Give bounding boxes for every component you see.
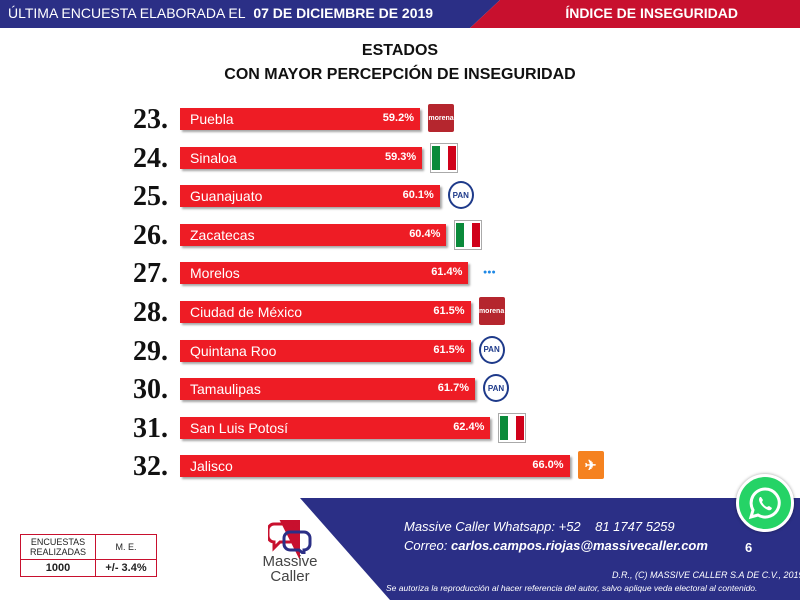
rank-label: 25. [133,181,168,213]
rank-label: 23. [133,104,168,135]
bar-row: 24. Sinaloa 59.3% [0,141,800,177]
pan-logo-icon: PAN [447,181,474,210]
category-label: Quintana Roo [190,342,277,359]
bar-row: 31. San Luis Potosí 62.4% [0,411,800,447]
whatsapp-contact: Massive Caller Whatsapp: +52 81 1747 525… [404,519,675,534]
rank-label: 26. [133,219,168,251]
pan-logo-icon: PAN [478,335,505,364]
bar-row: 30. Tamaulipas 61.7% PAN [0,372,800,408]
bar: Guanajuato 60.1% [180,185,440,208]
bar-row: 23. Puebla 59.2% morena [0,102,800,138]
margin-error-header: M. E. [95,534,157,560]
pan-logo-icon: PAN [483,374,509,403]
category-label: Sinaloa [190,149,237,166]
copyright-text: D.R., (C) MASSIVE CALLER S.A DE C.V., 20… [612,570,800,580]
data-label: 62.4% [453,420,485,433]
header-right-banner: ÍNDICE DE INSEGURIDAD [470,0,800,28]
brand-name-line2: Caller [270,568,310,585]
section-title: ÍNDICE DE INSEGURIDAD [565,5,738,21]
data-label: 66.0% [532,459,564,472]
bar-row: 27. Morelos 61.4% ●●● [0,256,800,292]
survey-date-value: 07 DE DICIEMBRE DE 2019 [253,5,434,21]
category-label: Jalisco [190,458,233,475]
morena-logo-icon: morena [428,104,454,132]
category-label: Morelos [190,265,240,282]
speech-bubbles-icon [266,520,312,558]
bar: Sinaloa 59.3% [180,146,423,169]
category-label: Guanajuato [190,188,263,205]
bar: Quintana Roo 61.5% [180,339,471,362]
pri-logo-icon [454,219,483,250]
bar-row: 25. Guanajuato 60.1% PAN [0,179,800,215]
rank-label: 28. [133,297,168,328]
category-label: Ciudad de México [190,304,303,320]
email-prefix: Correo: [404,538,448,553]
bar-row: 28. Ciudad de México 61.5% morena [0,295,800,331]
data-label: 60.4% [409,227,441,240]
massive-caller-brand: Massive Caller [250,520,330,584]
rank-label: 30. [133,374,168,406]
survey-date-prefix: ÚLTIMA ENCUESTA ELABORADA EL [8,5,246,21]
rank-label: 24. [133,142,168,174]
category-label: San Luis Potosí [190,419,289,436]
pes-logo-icon: ●●● [476,258,503,287]
category-label: Tamaulipas [190,381,261,398]
page-number: 6 [745,540,753,555]
data-label: 59.2% [382,112,414,124]
survey-info-table: ENCUESTAS REALIZADAS M. E. 1000 +/- 3.4% [20,534,157,577]
data-label: 61.5% [433,305,465,317]
whatsapp-icon[interactable] [736,474,794,532]
header-left-banner: ÚLTIMA ENCUESTA ELABORADA EL 07 DE DICIE… [0,0,500,28]
bar: Morelos 61.4% [180,262,469,285]
chart-title: ESTADOS [361,42,439,59]
pri-logo-icon [430,142,459,173]
bar-row: 29. Quintana Roo 61.5% PAN [0,334,800,370]
footer-blue-panel [300,498,800,600]
bar-row: 32. Jalisco 66.0% ✈ [0,449,800,485]
data-label: 61.4% [431,266,463,279]
pri-logo-icon [498,412,527,443]
data-label: 59.3% [384,150,417,163]
bar: Zacatecas 60.4% [180,223,447,246]
surveys-header: ENCUESTAS REALIZADAS [20,534,96,560]
rank-label: 31. [133,412,168,444]
survey-date-text: ÚLTIMA ENCUESTA ELABORADA EL 07 DE DICIE… [8,5,433,21]
brand-name-line1: Massive [262,553,318,570]
data-label: 61.5% [433,343,465,356]
data-label: 60.1% [402,189,434,202]
chart-subtitle: CON MAYOR PERCEPCIÓN DE INSEGURIDAD [224,66,576,83]
bar: Tamaulipas 61.7% [180,378,475,401]
bar: Jalisco 66.0% [180,455,570,478]
rank-label: 29. [133,335,168,367]
rank-label: 32. [133,451,168,483]
disclaimer-text: Se autoriza la reproducción al hacer ref… [386,583,758,593]
margin-error-value: +/- 3.4% [95,559,157,577]
email-contact: Correo: carlos.campos.riojas@massivecall… [404,538,708,553]
rank-label: 27. [133,258,168,290]
bar: San Luis Potosí 62.4% [180,416,491,439]
bar-row: 26. Zacatecas 60.4% [0,218,800,254]
data-label: 61.7% [437,382,469,395]
category-label: Puebla [190,111,234,127]
bar: Ciudad de México 61.5% [180,301,471,323]
mc-logo-icon: ✈ [577,451,604,480]
morena-logo-icon: morena [478,297,505,325]
email-address[interactable]: carlos.campos.riojas@massivecaller.com [450,538,708,553]
surveys-value: 1000 [20,559,96,577]
bar: Puebla 59.2% [180,108,420,130]
category-label: Zacatecas [190,226,255,243]
